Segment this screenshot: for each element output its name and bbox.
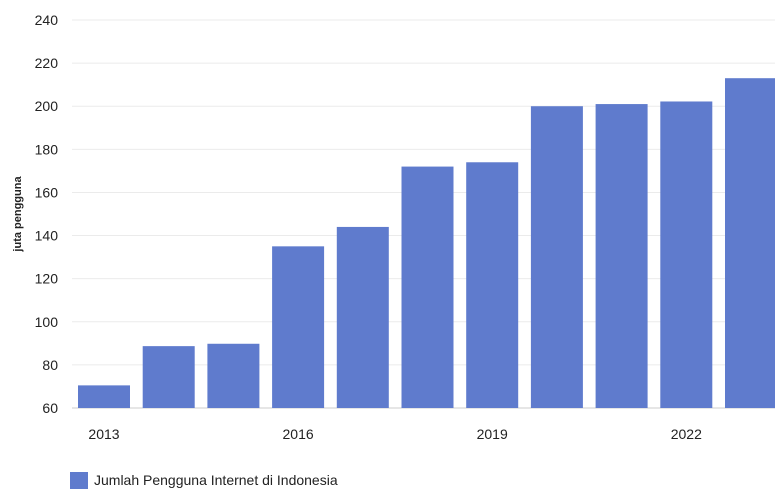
x-tick-label: 2019 bbox=[477, 426, 508, 442]
y-tick-labels: 60 80 100 120 140 160 180 200 220 240 bbox=[35, 12, 59, 416]
y-tick-label: 220 bbox=[35, 55, 59, 71]
y-tick-label: 160 bbox=[35, 184, 59, 200]
y-tick-label: 200 bbox=[35, 98, 59, 114]
bar-2020[interactable] bbox=[530, 106, 583, 408]
x-tick-label: 2013 bbox=[88, 426, 119, 442]
bar-2015[interactable] bbox=[207, 343, 260, 408]
x-tick-label: 2022 bbox=[671, 426, 702, 442]
y-tick-label: 100 bbox=[35, 314, 59, 330]
bars bbox=[78, 78, 775, 409]
bar-2019[interactable] bbox=[466, 162, 519, 408]
y-tick-label: 140 bbox=[35, 228, 59, 244]
bar-2013[interactable] bbox=[78, 385, 130, 408]
y-tick-label: 180 bbox=[35, 141, 59, 157]
x-tick-labels: 2013 2016 2019 2022 bbox=[88, 426, 702, 442]
legend-swatch bbox=[70, 471, 88, 489]
bar-2017[interactable] bbox=[336, 226, 389, 408]
bar-2014[interactable] bbox=[142, 346, 195, 408]
y-tick-label: 80 bbox=[42, 357, 58, 373]
bar-2021[interactable] bbox=[595, 104, 648, 409]
x-tick-label: 2016 bbox=[283, 426, 314, 442]
bar-2022[interactable] bbox=[660, 101, 713, 408]
bar-2016[interactable] bbox=[272, 246, 325, 408]
bar-2023[interactable] bbox=[725, 78, 775, 408]
legend-label: Jumlah Pengguna Internet di Indonesia bbox=[94, 472, 338, 488]
y-tick-label: 240 bbox=[35, 12, 59, 28]
y-axis-label: juta pengguna bbox=[12, 176, 24, 253]
y-tick-label: 120 bbox=[35, 271, 59, 287]
y-tick-label: 60 bbox=[42, 400, 58, 416]
bar-2018[interactable] bbox=[401, 166, 454, 408]
legend[interactable]: Jumlah Pengguna Internet di Indonesia bbox=[70, 470, 338, 490]
